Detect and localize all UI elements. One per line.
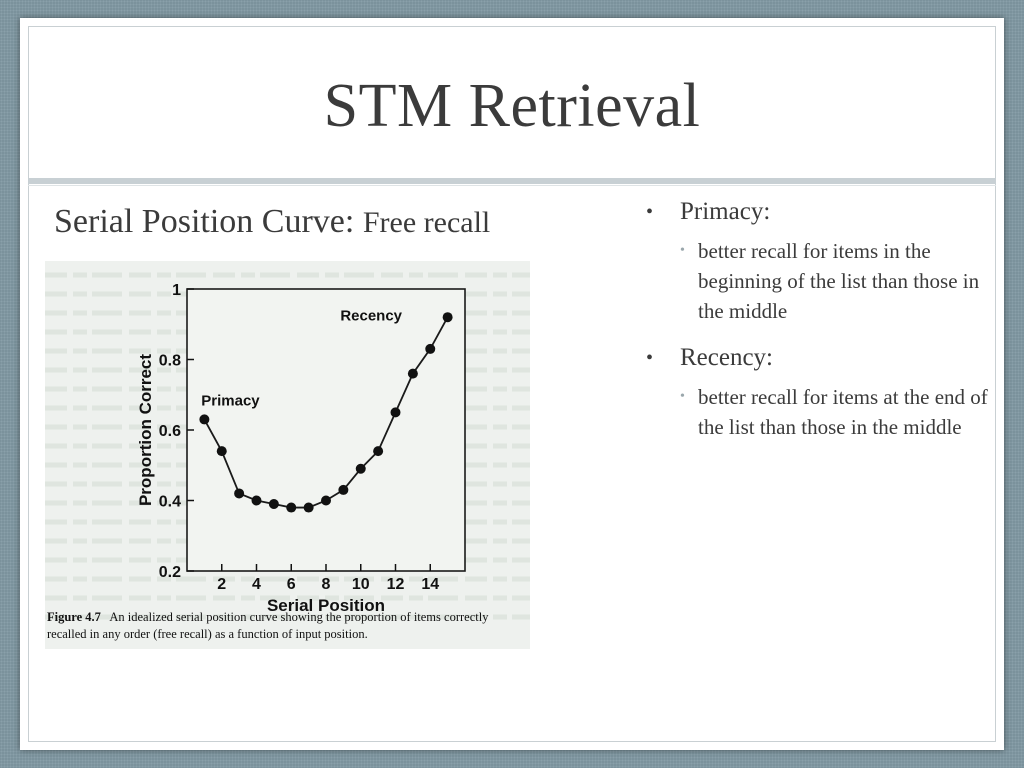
bullet-heading: Primacy:	[680, 198, 771, 225]
annotation-recency: Recency	[340, 308, 402, 325]
x-tick-label: 10	[352, 576, 370, 593]
subtitle: Serial Position Curve: Free recall	[54, 203, 490, 241]
data-point	[407, 368, 418, 379]
serial-position-chart: 0.20.40.60.81 2 4 6 8 10 12 14 PrimacyRecency …	[45, 272, 530, 641]
chart-annotations: Primacy Recency	[201, 308, 402, 410]
y-tick-label: 0.2	[159, 564, 181, 581]
data-point	[390, 407, 401, 418]
bullet-dot: •	[646, 347, 654, 369]
data-point	[338, 484, 349, 495]
title-divider-thin	[28, 185, 996, 186]
bullet-list: • Primacy: • better recall for items in …	[638, 196, 988, 442]
x-tick-label: 14	[421, 576, 439, 593]
x-tick-label: 8	[322, 576, 331, 593]
data-point	[199, 414, 210, 425]
bullet-primacy-detail: • better recall for items in the beginni…	[638, 236, 988, 326]
sub-bullet-dot: •	[680, 389, 685, 404]
x-axis-label: Serial Position	[267, 596, 385, 615]
figure-caption: Figure 4.7 An idealized serial position …	[47, 610, 489, 624]
data-point	[251, 495, 262, 506]
x-tick-label: 12	[387, 576, 405, 593]
y-tick-label: 1	[172, 282, 181, 299]
bullet-recency-detail: • better recall for items at the end of …	[638, 382, 988, 442]
annotation-primacy: Primacy	[201, 392, 260, 409]
plot-area	[186, 288, 466, 572]
x-tick-label: 4	[252, 576, 261, 593]
subtitle-topic: Free recall	[362, 206, 491, 239]
y-tick-label: 0.6	[159, 423, 181, 440]
sub-bullet-dot: •	[680, 243, 685, 258]
data-point	[216, 446, 227, 457]
x-tick-label: 6	[287, 576, 296, 593]
data-point	[425, 343, 436, 354]
figure-caption-line2: recalled in any order (free recall) as a…	[47, 627, 368, 641]
series-points	[199, 312, 453, 513]
x-axis: 2 4 6 8 10 12 14	[217, 564, 439, 593]
x-tick-label: 2	[217, 576, 226, 593]
figure-caption-line1: An idealized serial position curve showi…	[109, 610, 489, 624]
data-point	[373, 446, 384, 457]
figure-caption-label: Figure 4.7	[47, 610, 101, 624]
data-point	[234, 488, 245, 499]
bullet-heading: Recency:	[680, 344, 774, 371]
slide: STM Retrieval Serial Position Curve: Fre…	[20, 18, 1004, 750]
y-tick-label: 0.8	[159, 353, 181, 370]
y-axis-label: Proportion Correct	[136, 354, 155, 506]
data-point	[286, 502, 297, 513]
bullet-dot: •	[646, 201, 654, 223]
data-point	[268, 499, 279, 510]
bullet-recency: • Recency:	[638, 342, 988, 374]
data-point	[303, 502, 314, 513]
title-area: STM Retrieval	[28, 26, 996, 181]
title-divider	[28, 178, 996, 184]
bullet-primacy: • Primacy:	[638, 196, 988, 228]
figure-scan: 0.2 0.4 0.6 0.8 1 2 4 6 8 10 12 14 Primacy Recency …	[45, 261, 530, 649]
bullet-detail: better recall for items at the end of th…	[698, 385, 988, 439]
subtitle-label: Serial Position Curve:	[54, 203, 355, 240]
y-axis: 0.2 0.4 0.6 0.8 1	[159, 282, 194, 581]
data-point	[321, 495, 331, 506]
y-tick-label: 0.4	[159, 494, 181, 511]
slide-title: STM Retrieval	[323, 72, 701, 140]
bullet-detail: better recall for items in the beginning…	[698, 239, 980, 323]
data-point	[442, 312, 453, 323]
data-point	[355, 463, 366, 474]
